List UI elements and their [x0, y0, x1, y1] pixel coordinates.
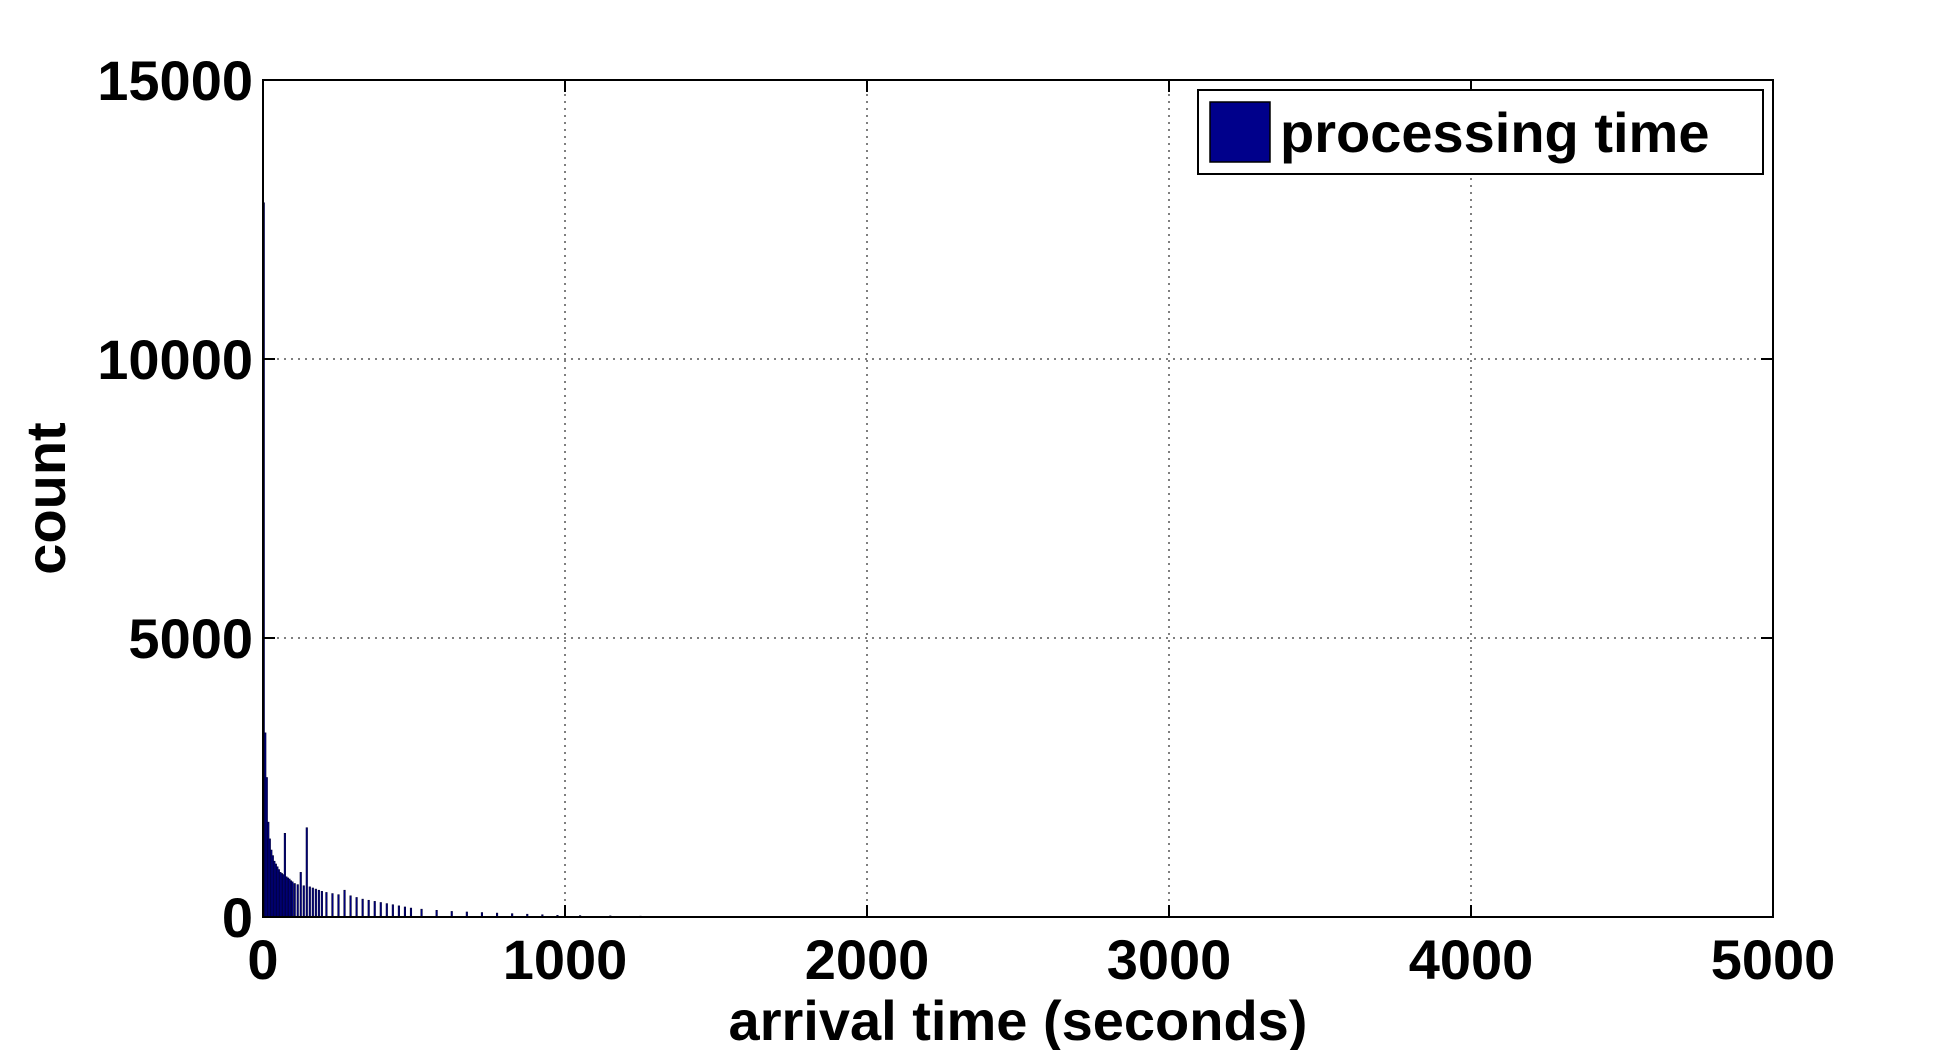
x-axis-label: arrival time (seconds)	[729, 989, 1308, 1050]
histogram-bar	[296, 884, 299, 918]
histogram-bar	[391, 904, 394, 918]
x-tick-label: 1000	[503, 928, 628, 991]
histogram-bar	[305, 827, 308, 918]
x-tick-label: 0	[247, 928, 278, 991]
tick-labels: 0 1000 2000 3000 4000 5000 0 5000 10000 15000	[97, 49, 1835, 991]
legend-box	[1197, 89, 1764, 175]
x-tick-label: 2000	[805, 928, 930, 991]
axes-frame	[262, 79, 1774, 918]
histogram-bar	[367, 899, 370, 918]
y-axis-label: count	[14, 422, 77, 574]
histogram-bar	[299, 872, 302, 918]
histogram-bar	[311, 887, 314, 918]
x-tick-label: 4000	[1409, 928, 1534, 991]
x-tick-label: 3000	[1107, 928, 1232, 991]
y-tick-label: 10000	[97, 328, 253, 391]
histogram-bar	[373, 901, 376, 918]
histogram-bar	[403, 906, 406, 918]
histogram-bar	[409, 907, 413, 918]
histogram-bar	[435, 910, 438, 918]
x-tick-label: 5000	[1711, 928, 1836, 991]
histogram-bar	[314, 888, 317, 918]
histogram-bar	[293, 883, 296, 918]
histogram-bar	[308, 886, 311, 918]
histogram-bar	[317, 889, 320, 918]
legend-swatch	[1209, 101, 1271, 163]
histogram-bar	[420, 908, 423, 918]
histogram-bar	[291, 881, 294, 918]
histogram-bar	[349, 895, 352, 918]
legend: processing time	[1197, 89, 1764, 175]
histogram-bar	[355, 897, 358, 918]
histogram-bar	[379, 902, 382, 918]
histogram-bar	[343, 889, 346, 918]
histogram-bar	[385, 903, 388, 918]
histogram-bar	[331, 893, 334, 918]
histogram-bar	[337, 894, 340, 918]
histogram-bar	[361, 898, 364, 918]
y-tick-label: 15000	[97, 49, 253, 112]
y-tick-label: 0	[222, 886, 253, 949]
histogram-bar	[302, 885, 305, 918]
histogram-bar	[325, 892, 328, 918]
y-tick-label: 5000	[128, 607, 253, 670]
histogram-bar	[320, 891, 323, 918]
plot-frame	[262, 79, 1774, 918]
histogram-bar	[397, 905, 400, 918]
legend-label: processing time	[1280, 101, 1709, 164]
